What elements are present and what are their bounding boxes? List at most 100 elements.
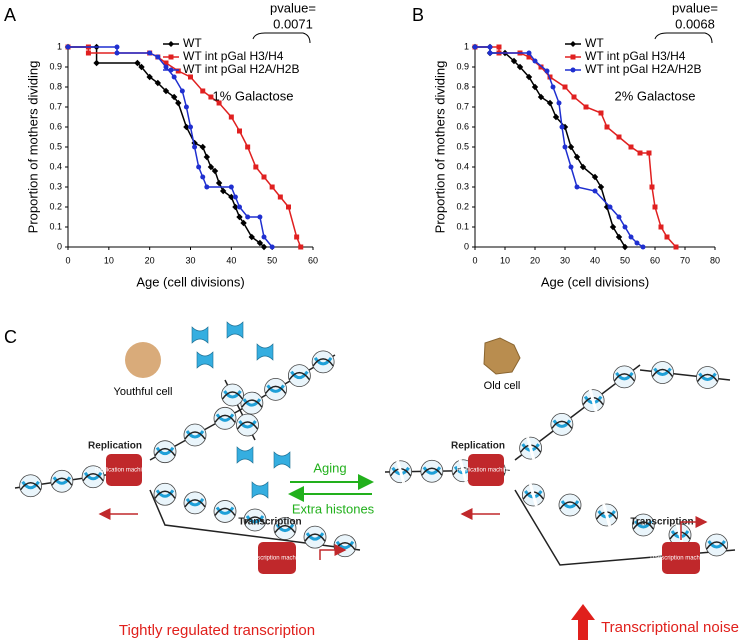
gap (526, 436, 536, 460)
legend-symbol (168, 54, 174, 60)
free-histone (191, 326, 209, 344)
point (567, 143, 575, 151)
point (568, 164, 574, 170)
nucleosome (50, 469, 74, 493)
nucleosome (311, 350, 335, 374)
histone (215, 413, 235, 422)
point (170, 93, 178, 101)
nucleosome (333, 534, 357, 558)
y-tick-label: 0.1 (49, 221, 62, 231)
x-tick-label: 30 (560, 255, 570, 265)
chart: A00.10.20.30.40.50.60.70.80.910 10 20 30 40 5… (4, 0, 318, 289)
point (237, 204, 242, 210)
point (93, 59, 100, 67)
point (622, 224, 628, 230)
y-tick-label: 0.1 (456, 221, 469, 231)
nucleosome (550, 412, 574, 436)
replication-label: Replication (451, 441, 505, 452)
gap (396, 460, 406, 484)
point (652, 204, 658, 210)
point (171, 74, 177, 80)
histone (313, 356, 333, 366)
point (538, 64, 544, 70)
point (615, 233, 623, 241)
dna-wrap (82, 473, 104, 482)
legend-label: WT (183, 36, 202, 50)
point (114, 50, 120, 56)
nucleosome (213, 500, 237, 523)
dna-wrap (613, 373, 635, 382)
point (609, 223, 617, 231)
point (188, 74, 193, 80)
point (228, 114, 234, 120)
x-tick-label: 0 (65, 255, 70, 265)
nucleosome (558, 493, 582, 517)
x-tick-label: 60 (650, 255, 660, 265)
y-tick-label: 0.4 (456, 161, 469, 171)
point (240, 219, 247, 227)
point (658, 224, 664, 230)
point (574, 184, 580, 190)
point (562, 144, 568, 150)
histone (83, 471, 103, 481)
legend-label: WT int pGal H2A/H2B (183, 62, 299, 76)
point (628, 234, 634, 240)
histone (238, 420, 257, 429)
legend-symbol (168, 41, 174, 47)
point (537, 93, 545, 101)
point (544, 68, 550, 74)
transcription-label: Transcription (238, 517, 301, 528)
panel-label: B (412, 5, 424, 25)
nucleosome (287, 364, 311, 388)
x-tick-label: 0 (472, 255, 477, 265)
nucleosome (705, 533, 729, 557)
point (562, 84, 568, 90)
point (192, 144, 198, 150)
point (237, 128, 242, 134)
point (628, 144, 634, 150)
x-tick-label: 30 (185, 255, 195, 265)
pvalue-label: pvalue= (672, 0, 718, 15)
point (607, 204, 613, 210)
point (200, 88, 206, 94)
point (204, 184, 210, 190)
free-histone (256, 343, 274, 361)
point (634, 240, 640, 246)
histone (155, 489, 175, 498)
point (269, 184, 275, 190)
point (163, 64, 169, 70)
aging-label: Aging (313, 460, 346, 475)
transcription-label: Transcription (630, 517, 693, 528)
dna-wrap (696, 373, 719, 382)
histone (242, 398, 262, 407)
point (260, 243, 268, 251)
point (579, 163, 587, 171)
histone (422, 466, 442, 475)
x-axis-label: Age (cell divisions) (541, 274, 649, 289)
x-tick-label: 10 (500, 255, 510, 265)
cell-label: Old cell (484, 380, 521, 392)
y-tick-label: 0.7 (456, 101, 469, 111)
replication-machinery (468, 454, 504, 486)
y-tick-label: 0.3 (49, 181, 62, 191)
dna-wrap (236, 421, 259, 430)
dna-wrap (312, 358, 334, 367)
x-tick-label: 20 (530, 255, 540, 265)
point (616, 214, 622, 220)
point (216, 100, 222, 106)
point (286, 204, 291, 210)
histone (653, 367, 672, 376)
histone (52, 476, 72, 485)
point (232, 194, 238, 200)
bracket (252, 32, 311, 44)
point (175, 68, 181, 74)
point (155, 54, 161, 60)
dna (149, 489, 361, 551)
nucleosome (153, 440, 177, 464)
dna (514, 489, 736, 566)
up-arrow (571, 604, 595, 640)
nucleosome (81, 465, 105, 489)
point (179, 88, 185, 94)
point (516, 63, 524, 71)
annotation: 2% Galactose (615, 88, 696, 103)
